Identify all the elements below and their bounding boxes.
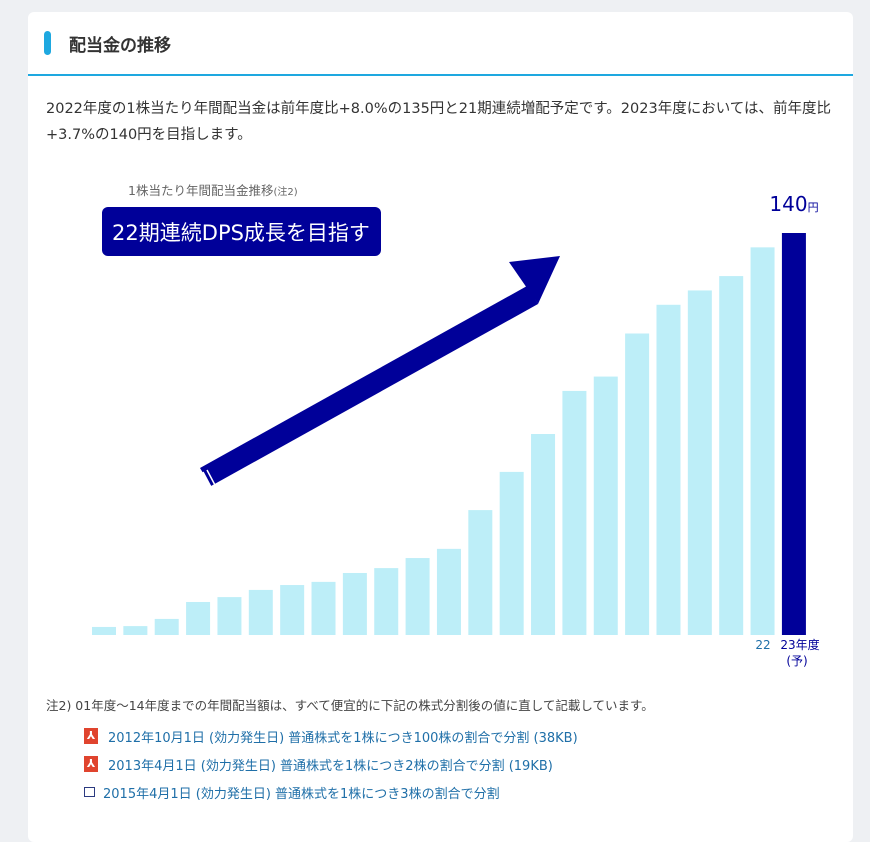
bar-12 <box>436 548 461 635</box>
bar-17 <box>593 376 618 635</box>
bar-23年度(予) <box>781 233 806 635</box>
tick-label-23-sub: (予) <box>786 654 807 668</box>
bar-05 <box>217 597 242 635</box>
bar-18 <box>625 333 650 635</box>
split-link-2012[interactable]: ⅄ 2012年10月1日 (効力発生日) 普通株式を1株につき100株の割合で分割… <box>84 722 578 750</box>
top-value-label: 140円 <box>769 192 818 216</box>
bar-14 <box>499 471 524 635</box>
dividend-card: 配当金の推移 2022年度の1株当たり年間配当金は前年度比+8.0%の135円と… <box>28 12 853 842</box>
link-label: 2013年4月1日 (効力発生日) 普通株式を1株につき2株の割合で分割 (19… <box>108 758 553 774</box>
external-link-icon <box>84 787 95 797</box>
section-header: 配当金の推移 <box>28 12 853 76</box>
bar-16 <box>562 390 587 635</box>
banner-text: 22期連続DPS成長を目指す <box>112 221 370 245</box>
link-list: ⅄ 2012年10月1日 (効力発生日) 普通株式を1株につき100株の割合で分割… <box>84 722 578 806</box>
growth-arrow <box>200 256 560 490</box>
banner-box <box>102 207 381 256</box>
dividend-chart: 1株当たり年間配当金推移(注2) 22期連続DPS成長を目指す 140円 22 … <box>92 183 820 668</box>
pdf-icon: ⅄ <box>84 756 98 772</box>
bar-13 <box>468 510 493 635</box>
link-label: 2015年4月1日 (効力発生日) 普通株式を1株につき3株の割合で分割 <box>103 786 500 802</box>
split-link-2015[interactable]: 2015年4月1日 (効力発生日) 普通株式を1株につき3株の割合で分割 <box>84 778 578 806</box>
pdf-icon: ⅄ <box>84 728 98 744</box>
intro-text: 2022年度の1株当たり年間配当金は前年度比+8.0%の135円と21期連続増配… <box>46 101 831 143</box>
bar-06 <box>248 589 273 635</box>
bar-10 <box>374 568 399 635</box>
bar-21 <box>719 276 744 635</box>
section-title: 配当金の推移 <box>69 35 171 56</box>
note-text: 注2) 01年度～14年度までの年間配当額は、すべて便宜的に下記の株式分割後の値… <box>46 698 654 713</box>
bar-09 <box>342 572 367 635</box>
bar-03 <box>154 618 179 635</box>
bar-11 <box>405 558 430 635</box>
split-link-2013[interactable]: ⅄ 2013年4月1日 (効力発生日) 普通株式を1株につき2株の割合で分割 (1… <box>84 750 578 778</box>
bar-04 <box>186 601 211 635</box>
bar-07 <box>280 585 305 635</box>
bar-01 <box>92 626 116 635</box>
link-label: 2012年10月1日 (効力発生日) 普通株式を1株につき100株の割合で分割 … <box>108 730 578 746</box>
bar-02 <box>123 626 148 635</box>
bar-22 <box>750 247 775 635</box>
bar-19 <box>656 304 681 635</box>
header-accent <box>44 31 51 55</box>
chart-title: 1株当たり年間配当金推移(注2) <box>128 183 298 198</box>
bar-08 <box>311 581 336 635</box>
bar-15 <box>531 434 556 635</box>
bar-20 <box>687 290 712 635</box>
tick-label-23: 23年度 <box>780 637 819 652</box>
tick-label-22: 22 <box>755 638 770 652</box>
